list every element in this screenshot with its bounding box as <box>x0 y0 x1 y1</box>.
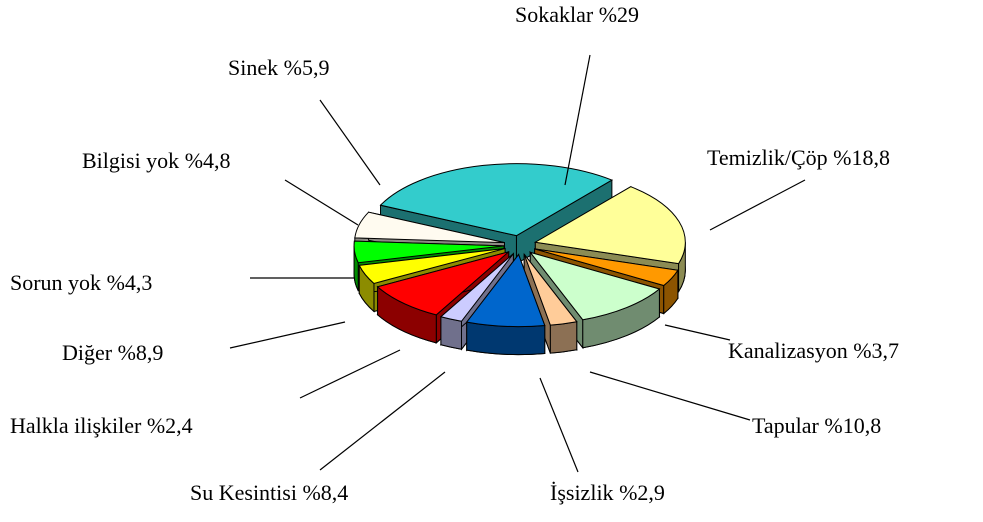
slice-label: İşsizlik %2,9 <box>550 480 665 505</box>
value-label: %8,9 <box>118 340 164 365</box>
value-label: %8,4 <box>302 480 348 505</box>
value-label: %10,8 <box>824 413 881 438</box>
slice-label: Temizlik/Çöp %18,8 <box>707 145 890 170</box>
leader-line <box>539 377 579 473</box>
leader-line <box>589 371 751 421</box>
slice <box>353 240 505 264</box>
leader-line <box>564 54 591 186</box>
slice <box>354 211 505 244</box>
category-label: Kanalizasyon <box>728 338 848 363</box>
value-label: %29 <box>599 2 639 27</box>
slice <box>379 163 614 237</box>
category-label: Halkla ilişkiler <box>10 413 142 438</box>
leader-line <box>284 179 359 226</box>
value-label: %4,3 <box>107 270 153 295</box>
category-label: Sorun yok <box>10 270 101 295</box>
leader-line <box>229 321 346 349</box>
slice <box>358 247 506 285</box>
value-label: %2,4 <box>147 413 193 438</box>
slice <box>533 186 686 265</box>
category-label: İşsizlik <box>550 480 614 505</box>
category-label: Temizlik/Çöp <box>707 145 828 170</box>
value-label: %3,7 <box>853 338 899 363</box>
slice <box>523 253 578 326</box>
leader-line <box>299 349 401 399</box>
value-label: %5,9 <box>284 55 330 80</box>
slice <box>376 251 510 316</box>
slice-label: Tapular %10,8 <box>752 413 881 438</box>
slice-wall <box>466 321 546 356</box>
slice-label: Bilgisi yok %4,8 <box>82 148 231 173</box>
value-label: %18,8 <box>833 145 890 170</box>
leader-line <box>319 371 446 471</box>
category-label: Bilgisi yok <box>82 148 179 173</box>
value-label: %2,9 <box>619 480 665 505</box>
slice-label: Diğer %8,9 <box>62 340 163 365</box>
slice-label: Halkla ilişkiler %2,4 <box>10 413 193 438</box>
leader-line <box>709 179 806 231</box>
slice-label: Sokaklar %29 <box>515 2 639 27</box>
category-label: Sinek <box>228 55 278 80</box>
slice-label: Sinek %5,9 <box>228 55 329 80</box>
leader-line <box>319 99 381 186</box>
category-label: Tapular <box>752 413 820 438</box>
slice <box>465 253 546 328</box>
slice-label: Sorun yok %4,3 <box>10 270 152 295</box>
slice-label: Su Kesintisi %8,4 <box>190 480 348 505</box>
slice-wall <box>440 316 462 350</box>
category-label: Diğer <box>62 340 113 365</box>
leader-line <box>664 324 731 341</box>
slice-label: Kanalizasyon %3,7 <box>728 338 899 363</box>
slice <box>439 253 514 322</box>
slice-wall <box>549 321 578 354</box>
slice <box>528 251 661 321</box>
category-label: Su Kesintisi <box>190 480 297 505</box>
value-label: %4,8 <box>185 148 231 173</box>
slice <box>534 248 679 287</box>
category-label: Sokaklar <box>515 2 594 27</box>
